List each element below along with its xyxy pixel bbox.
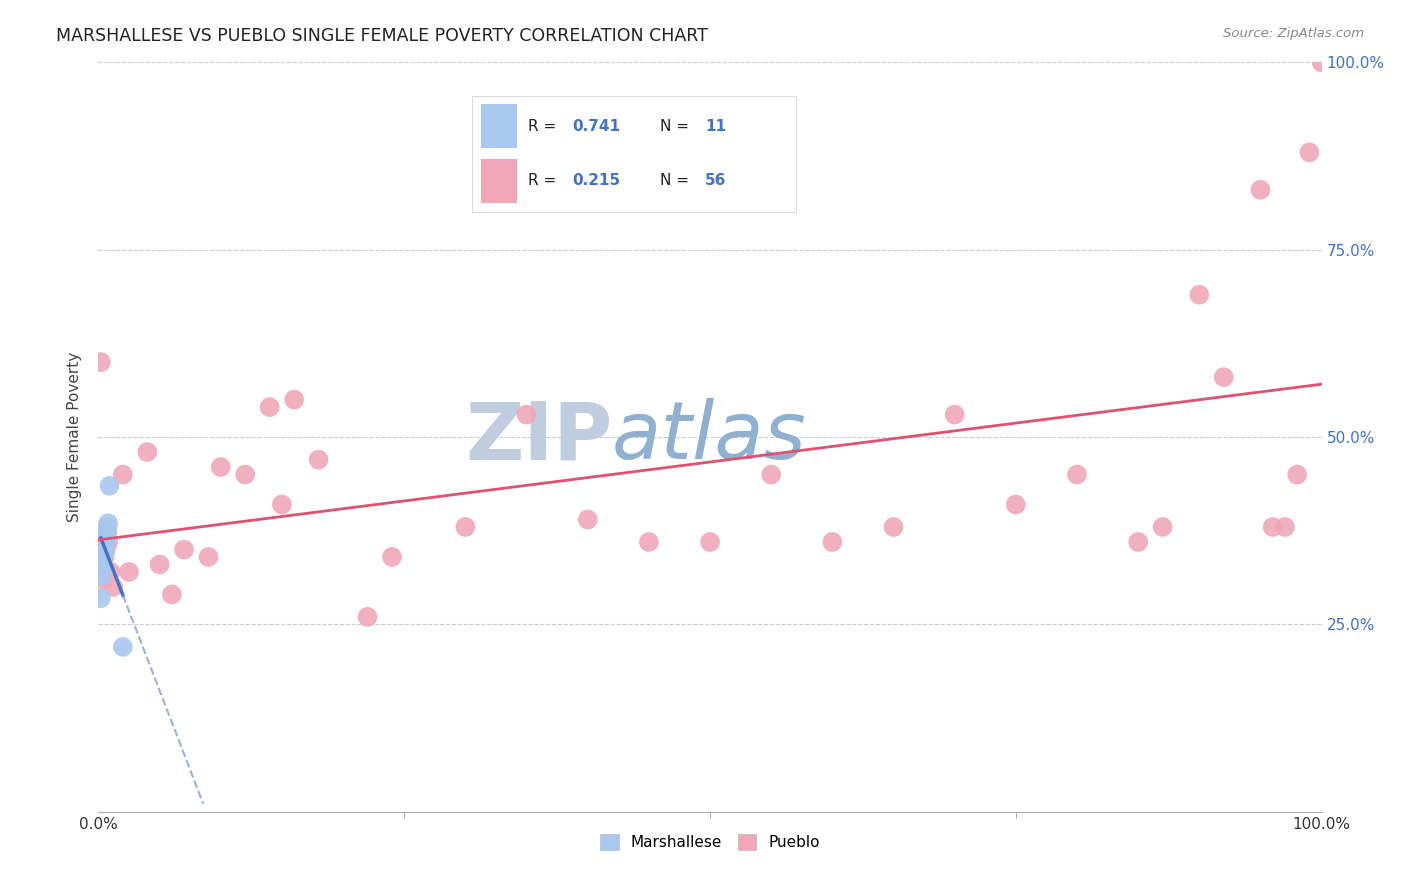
Point	[1128, 535, 1150, 549]
Point	[883, 520, 905, 534]
Point	[136, 445, 159, 459]
Point	[1261, 520, 1284, 534]
Point	[233, 467, 256, 482]
Point	[1066, 467, 1088, 482]
Point	[283, 392, 305, 407]
Point	[101, 580, 124, 594]
Point	[637, 535, 661, 549]
Point	[308, 452, 330, 467]
Point	[94, 531, 117, 545]
Point	[576, 512, 599, 526]
Point	[96, 524, 118, 538]
Point	[93, 549, 115, 564]
Point	[97, 535, 120, 549]
Point	[270, 498, 294, 512]
Point	[209, 460, 232, 475]
Point	[1152, 520, 1174, 534]
Text: ZIP: ZIP	[465, 398, 612, 476]
Text: MARSHALLESE VS PUEBLO SINGLE FEMALE POVERTY CORRELATION CHART: MARSHALLESE VS PUEBLO SINGLE FEMALE POVE…	[56, 27, 709, 45]
Point	[699, 535, 721, 549]
Point	[90, 591, 112, 606]
Point	[98, 479, 121, 493]
Point	[149, 558, 172, 572]
Point	[356, 610, 378, 624]
Point	[91, 558, 114, 572]
Point	[1212, 370, 1234, 384]
Point	[96, 520, 118, 534]
Point	[91, 568, 114, 582]
Point	[1188, 287, 1211, 301]
Point	[100, 565, 122, 579]
Point	[515, 408, 537, 422]
Point	[821, 535, 844, 549]
Point	[381, 549, 404, 564]
Point	[90, 355, 112, 369]
Point	[118, 565, 141, 579]
Point	[1004, 498, 1026, 512]
Point	[94, 535, 117, 549]
Point	[197, 549, 219, 564]
Point	[91, 573, 114, 587]
Point	[1249, 183, 1271, 197]
Point	[111, 640, 134, 654]
Point	[1274, 520, 1296, 534]
Point	[93, 546, 115, 560]
Point	[1310, 55, 1333, 70]
Point	[1286, 467, 1309, 482]
Y-axis label: Single Female Poverty: Single Female Poverty	[67, 352, 83, 522]
Point	[259, 400, 281, 414]
Legend: Marshallese, Pueblo: Marshallese, Pueblo	[595, 829, 825, 856]
Point	[943, 408, 966, 422]
Point	[111, 467, 134, 482]
Point	[454, 520, 477, 534]
Point	[96, 527, 118, 541]
Text: Source: ZipAtlas.com: Source: ZipAtlas.com	[1223, 27, 1364, 40]
Point	[761, 467, 783, 482]
Text: atlas: atlas	[612, 398, 807, 476]
Point	[94, 542, 117, 557]
Point	[1298, 145, 1320, 160]
Point	[160, 587, 183, 601]
Point	[97, 516, 120, 531]
Point	[173, 542, 195, 557]
